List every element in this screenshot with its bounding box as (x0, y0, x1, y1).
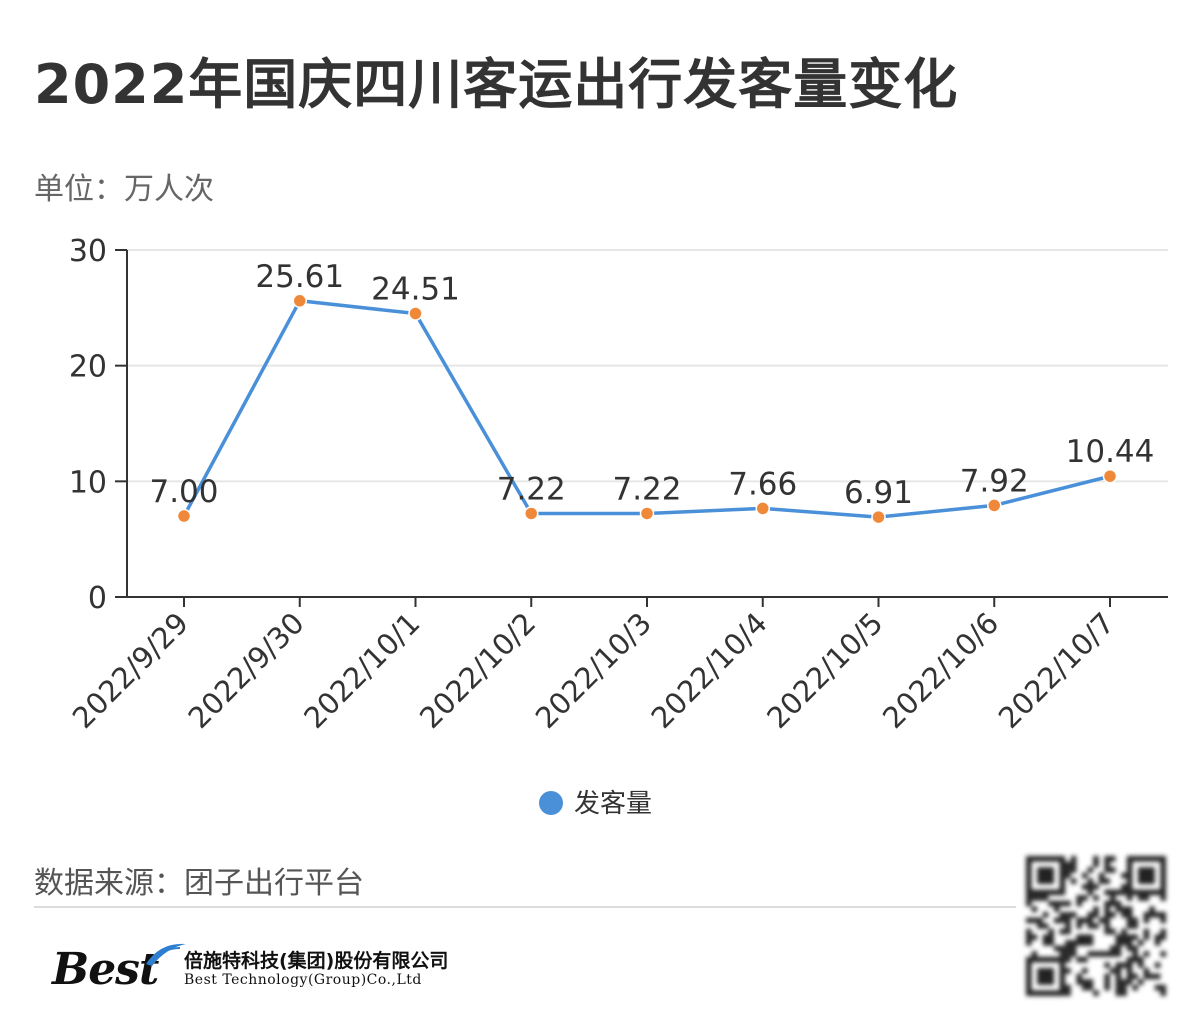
x-tick-label: 2022/10/4 (645, 606, 774, 735)
footer-divider (34, 906, 1016, 908)
data-label: 25.61 (255, 259, 344, 295)
x-tick-label: 2022/10/3 (529, 606, 658, 735)
data-point (292, 293, 307, 309)
x-tick-label: 2022/9/30 (182, 606, 311, 735)
x-tick-label: 2022/10/1 (297, 606, 426, 735)
data-point (524, 506, 539, 521)
y-tick-label: 10 (69, 465, 107, 500)
data-point (987, 498, 1002, 513)
logo-swoosh-icon (146, 943, 186, 966)
data-label: 7.22 (497, 471, 566, 507)
data-label: 6.91 (844, 475, 913, 511)
data-label: 10.44 (1066, 434, 1155, 470)
data-source: 数据来源：团子出行平台 (34, 866, 364, 901)
legend: 发客量 (539, 789, 652, 819)
x-tick-label: 2022/10/5 (760, 606, 889, 735)
grid-lines (127, 249, 1168, 483)
y-tick-labels: 0 10 20 30 (69, 234, 107, 616)
legend-label: 发客量 (574, 789, 652, 819)
x-tick-labels: 2022/9/292022/9/302022/10/12022/10/22022… (66, 606, 1121, 735)
company-name-cn: 倍施特科技(集团)股份有限公司 (184, 950, 449, 972)
legend-marker (539, 791, 563, 815)
axes (115, 249, 1168, 607)
data-labels: 7.00 25.61 24.51 7.22 7.22 7.66 6.91 7.92 10.44 (149, 259, 1154, 511)
x-tick-label: 2022/10/6 (876, 606, 1005, 735)
data-point (871, 509, 886, 525)
data-point (755, 501, 770, 516)
y-tick-label: 0 (88, 581, 107, 616)
data-label: 7.66 (728, 466, 797, 502)
series-group (176, 293, 1118, 525)
x-tick-label: 2022/9/29 (66, 606, 195, 735)
qr-code (1026, 856, 1166, 996)
x-tick-label: 2022/10/2 (413, 606, 542, 735)
y-tick-label: 20 (69, 350, 107, 385)
data-label: 24.51 (371, 272, 460, 308)
company-name-en: Best Technology(Group)Co.,Ltd (184, 972, 422, 988)
data-point (176, 508, 192, 524)
data-label: 7.00 (149, 474, 218, 510)
data-point (1102, 468, 1118, 484)
page-title: 2022年国庆四川客运出行发客量变化 (34, 53, 959, 116)
data-label: 7.22 (612, 471, 681, 507)
data-point (408, 306, 423, 321)
data-label: 7.92 (960, 463, 1029, 499)
logo-mark: Best (52, 944, 159, 995)
x-tick-label: 2022/10/7 (992, 606, 1121, 735)
y-tick-label: 30 (69, 234, 107, 269)
company-logo: Best 倍施特科技(集团)股份有限公司 Best Technology(Gro… (52, 942, 472, 998)
data-point (639, 506, 655, 521)
unit-label: 单位：万人次 (34, 172, 214, 207)
